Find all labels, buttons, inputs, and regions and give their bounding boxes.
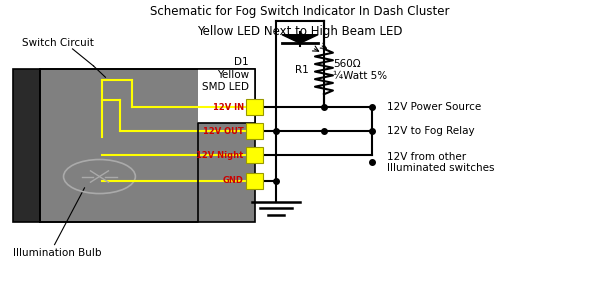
Bar: [246, 123, 263, 139]
Text: 12V to Fog Relay: 12V to Fog Relay: [387, 126, 475, 136]
Text: 12V OUT: 12V OUT: [203, 127, 244, 136]
Text: GND: GND: [223, 176, 244, 185]
Text: D1
Yellow
SMD LED: D1 Yellow SMD LED: [202, 57, 249, 92]
Text: R1: R1: [295, 65, 309, 75]
Text: 560Ω
¼Watt 5%: 560Ω ¼Watt 5%: [333, 59, 387, 82]
Text: Yellow LED Next to High Beam LED: Yellow LED Next to High Beam LED: [197, 25, 403, 38]
Polygon shape: [282, 35, 318, 43]
Bar: [246, 99, 263, 115]
Text: Schematic for Fog Switch Indicator In Dash Cluster: Schematic for Fog Switch Indicator In Da…: [150, 5, 450, 18]
Text: 12V IN: 12V IN: [212, 103, 244, 111]
Bar: [40, 69, 255, 222]
Text: 12V from other
Illuminated switches: 12V from other Illuminated switches: [387, 152, 494, 173]
Text: 12V Night: 12V Night: [196, 151, 244, 160]
Bar: [13, 69, 40, 222]
Text: Illumination Bulb: Illumination Bulb: [13, 248, 101, 258]
Bar: [246, 173, 263, 189]
Bar: [246, 147, 263, 163]
Text: 12V Power Source: 12V Power Source: [387, 102, 481, 112]
Bar: [198, 69, 255, 123]
Text: Switch Circuit: Switch Circuit: [22, 38, 94, 48]
